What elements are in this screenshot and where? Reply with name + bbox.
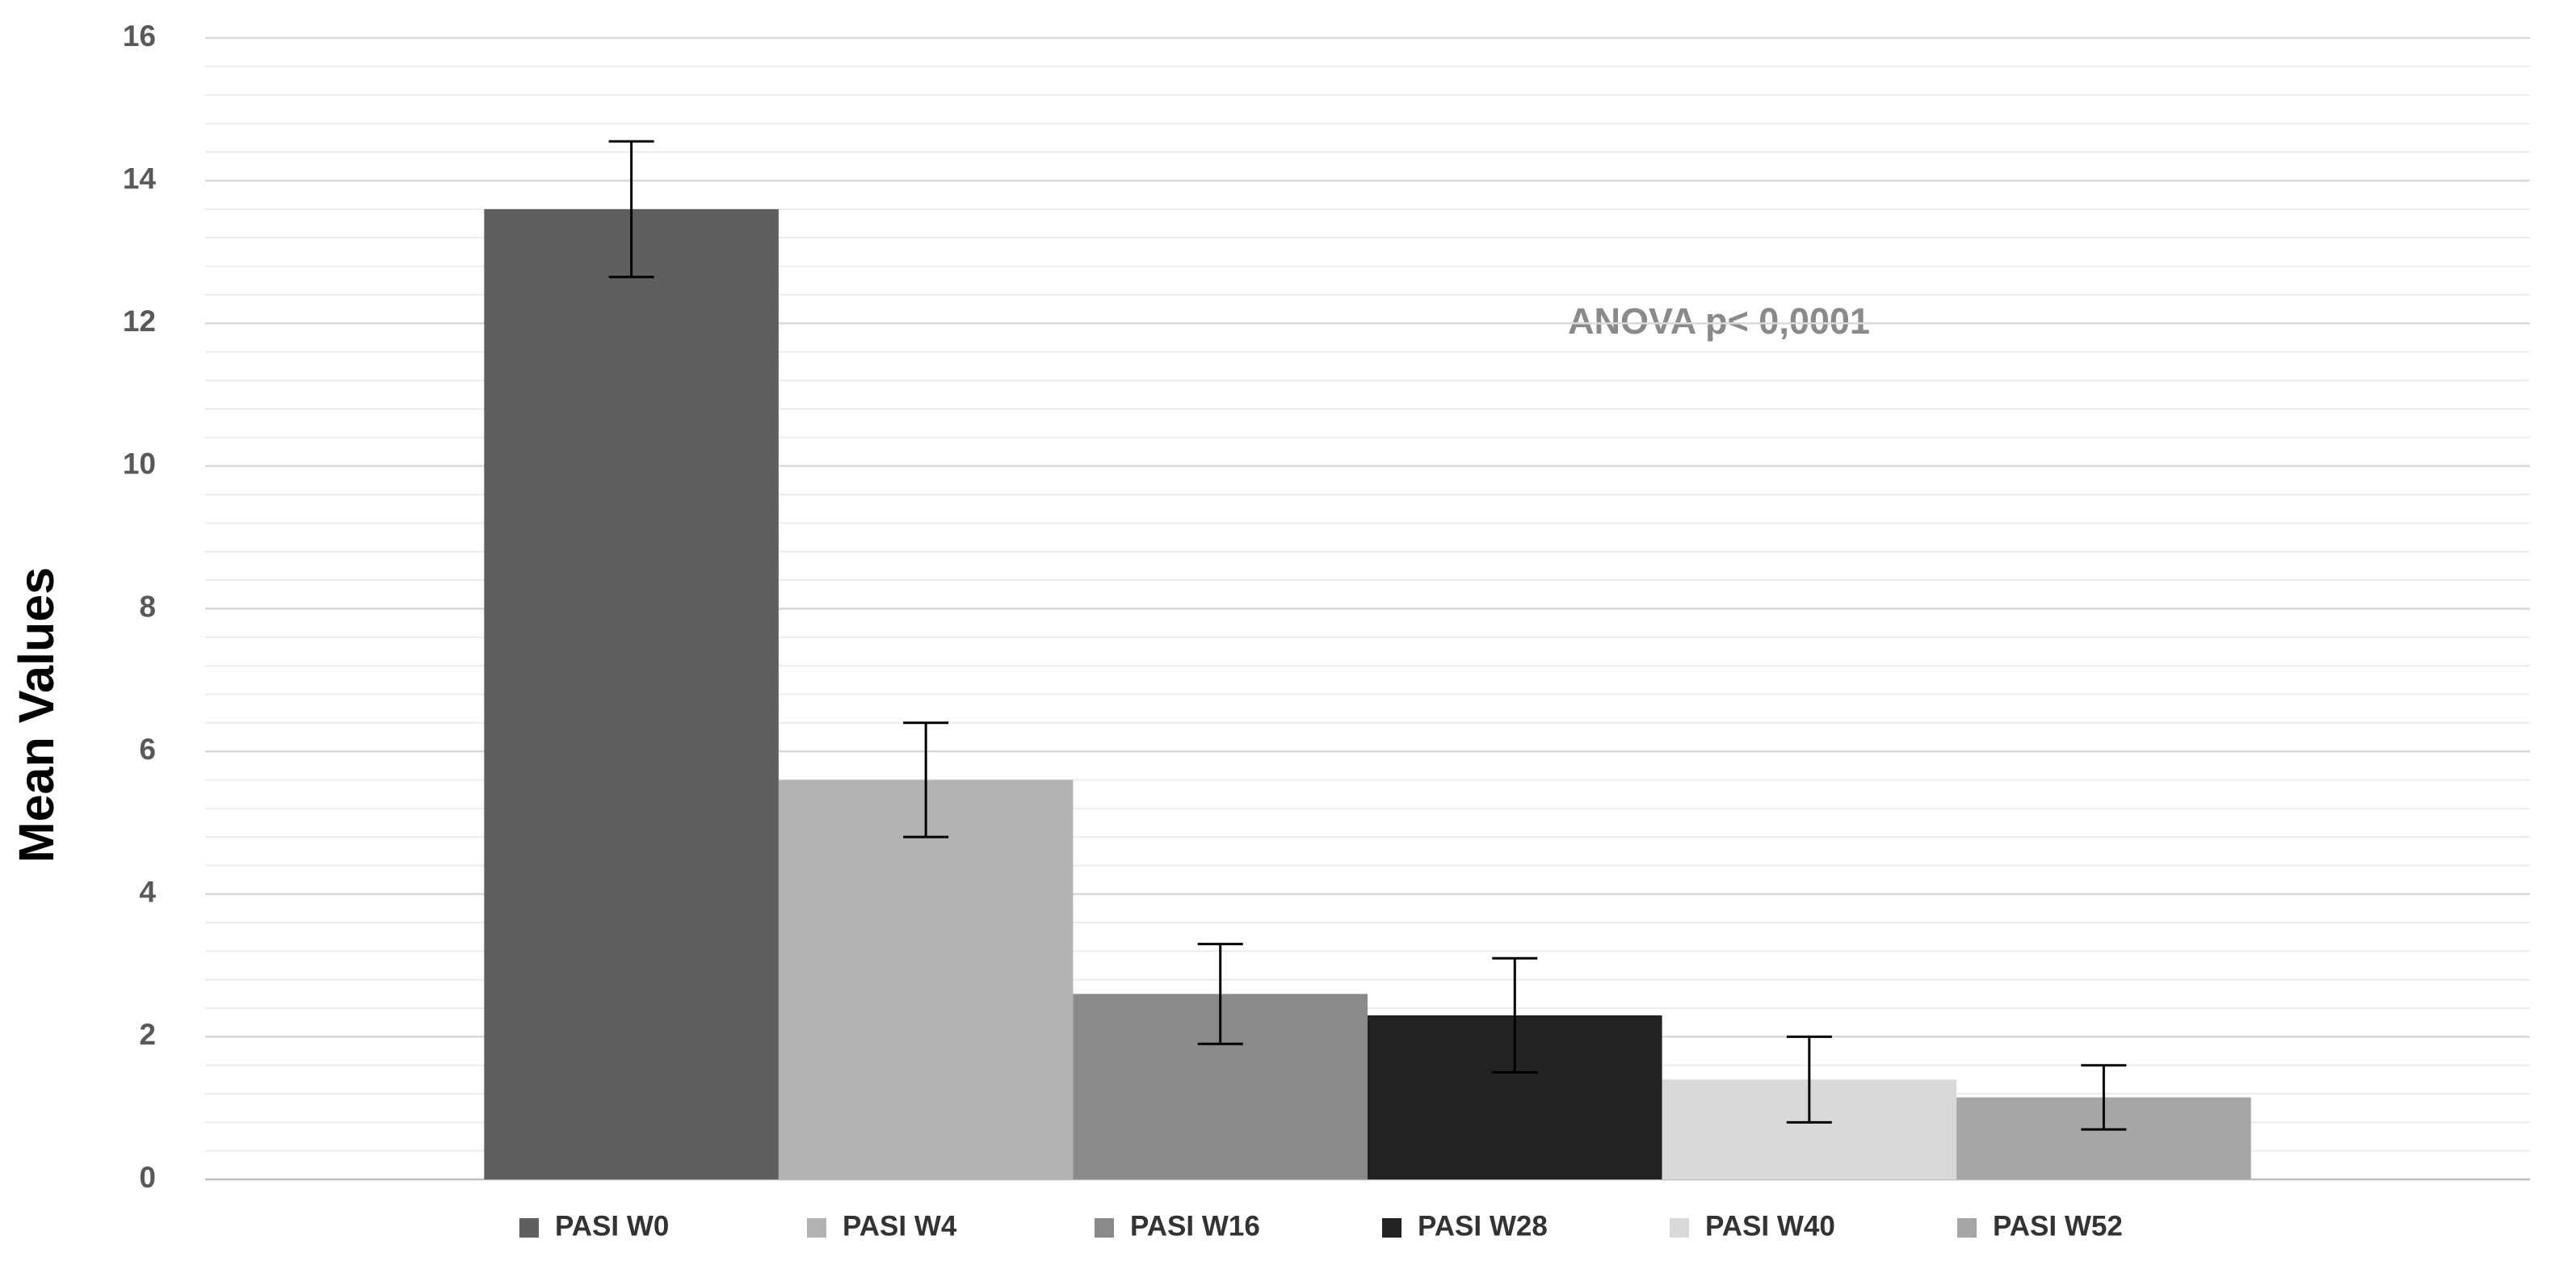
legend-label: PASI W4 (843, 1210, 957, 1242)
legend-swatch (519, 1218, 539, 1238)
y-tick-label: 6 (139, 733, 156, 766)
legend-swatch (1957, 1218, 1977, 1238)
y-tick-label: 4 (139, 876, 156, 909)
annotation: ANOVA p< 0,0001 (1568, 301, 1870, 342)
y-tick-label: 16 (123, 19, 156, 53)
y-axis-label: Mean Values (9, 567, 64, 863)
legend-label: PASI W28 (1418, 1210, 1548, 1242)
y-tick-label: 0 (139, 1161, 156, 1194)
y-tick-label: 12 (123, 305, 156, 338)
legend-swatch (1382, 1218, 1401, 1238)
legend-swatch (1095, 1218, 1114, 1238)
legend-label: PASI W0 (555, 1210, 669, 1242)
legend-label: PASI W40 (1705, 1210, 1835, 1242)
y-tick-label: 14 (123, 162, 157, 195)
legend-swatch (1670, 1218, 1689, 1238)
y-tick-label: 8 (139, 590, 156, 623)
legend-label: PASI W52 (1993, 1210, 2123, 1242)
y-tick-label: 2 (139, 1018, 156, 1051)
legend-swatch (807, 1218, 826, 1238)
bar (484, 208, 779, 1180)
y-tick-label: 10 (123, 448, 156, 481)
legend-label: PASI W16 (1130, 1210, 1260, 1242)
bar (778, 780, 1074, 1179)
